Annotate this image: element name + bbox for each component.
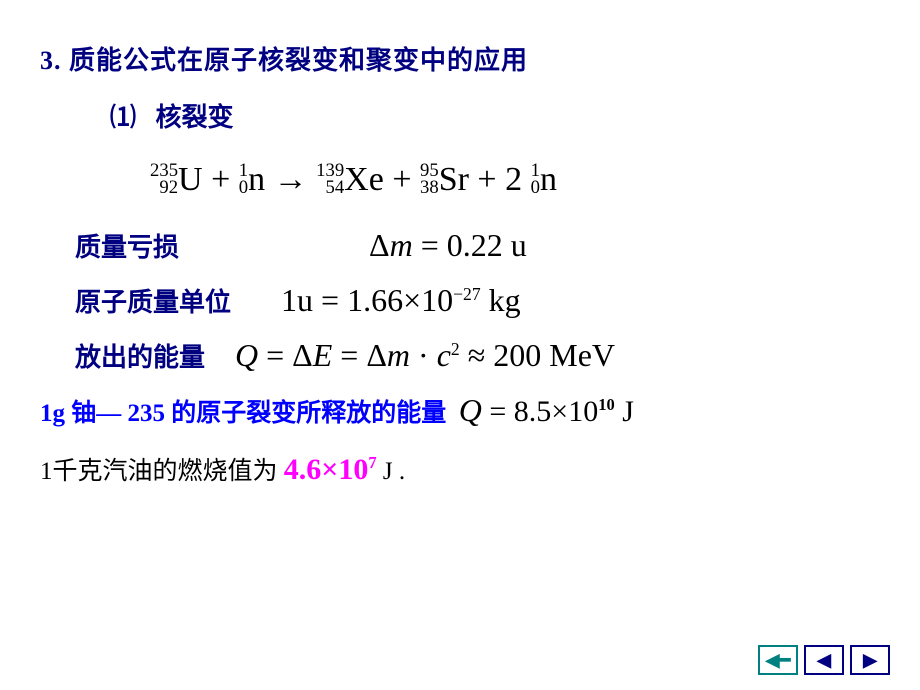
last-unit: J — [383, 458, 393, 485]
last-val: 4.6×10 — [284, 453, 369, 486]
amu-row: 原子质量单位 1u = 1.66×10−27 kg — [40, 282, 880, 319]
last-pre: 1千克汽油的燃烧值为 — [40, 458, 284, 485]
blue-element: 铀— 235 — [71, 400, 171, 427]
mass-defect-row: 质量亏损 Δm = 0.22 u — [40, 227, 880, 264]
section-num: ⑴ — [110, 103, 136, 132]
amu-val: 1.66×10 — [347, 282, 453, 318]
nav-prev-button[interactable]: ◀ — [804, 645, 844, 675]
mass-defect-eq: Δm = 0.22 u — [369, 227, 527, 264]
n2-z: 0 — [531, 180, 540, 197]
energy-row: 放出的能量 Q = ΔE = Δm · c2 ≈ 200 MeV — [40, 337, 880, 374]
amu-eq: 1u = 1.66×10−27 kg — [281, 282, 521, 319]
arrow: → — [274, 161, 308, 199]
section-header: ⑴ 核裂变 — [110, 97, 880, 134]
amu-label: 原子质量单位 — [75, 282, 231, 319]
m-sym: m — [387, 337, 410, 373]
n1-sym: n — [248, 161, 265, 199]
blue-exp: 10 — [598, 395, 615, 414]
energy-label: 放出的能量 — [75, 337, 205, 374]
amu-lhs: 1u — [281, 282, 313, 318]
gasoline-line: 1千克汽油的燃烧值为 4.6×107 J . — [40, 451, 880, 487]
blue-q: Q — [459, 392, 482, 428]
equals: = — [321, 282, 339, 318]
e-sym: E — [313, 337, 333, 373]
xe-z: 54 — [316, 180, 344, 197]
blue-txt: 的原子裂变所释放的能量 — [171, 400, 446, 427]
last-period: . — [393, 458, 406, 485]
blue-eq: = 8.5×10 — [482, 395, 598, 428]
uranium-line: 1g 铀— 235 的原子裂变所释放的能量 Q = 8.5×1010 J — [40, 392, 880, 429]
mass-defect-label: 质量亏损 — [75, 227, 179, 264]
plus: + — [211, 161, 230, 199]
c-sym: c — [437, 337, 451, 373]
mass-defect-val: 0.22 u — [447, 227, 527, 263]
amu-exp: −27 — [453, 284, 481, 304]
equals: = — [421, 227, 439, 263]
u-z: 92 — [150, 180, 178, 197]
nuclear-reaction: 23592U + 10n → 13954Xe + 9538Sr + 2 10n — [150, 159, 880, 199]
delta-m: Δm — [369, 227, 413, 263]
amu-unit: kg — [489, 282, 521, 318]
sq: 2 — [451, 339, 460, 359]
energy-eq: Q = ΔE = Δm · c2 ≈ 200 MeV — [235, 337, 615, 374]
mid2: = Δ — [332, 337, 387, 373]
nav-home-button[interactable]: ◀━ — [758, 645, 798, 675]
sr-z: 38 — [420, 180, 439, 197]
blue-pre: 1g — [40, 400, 71, 427]
dot: · — [410, 337, 437, 373]
blue-unit: J — [615, 395, 634, 428]
coef: 2 — [505, 161, 522, 199]
last-exp: 7 — [368, 453, 376, 472]
xe-sym: Xe — [344, 161, 384, 199]
nav-next-button[interactable]: ▶ — [850, 645, 890, 675]
nav-controls: ◀━ ◀ ▶ — [758, 645, 890, 675]
page-title: 3. 质能公式在原子核裂变和聚变中的应用 — [40, 40, 880, 77]
n2-sym: n — [540, 161, 557, 199]
q-sym: Q — [235, 337, 258, 373]
plus: + — [477, 161, 496, 199]
approx-val: ≈ 200 MeV — [460, 337, 615, 373]
n1-z: 0 — [239, 180, 248, 197]
sr-sym: Sr — [439, 161, 469, 199]
mid1: = Δ — [258, 337, 313, 373]
plus: + — [392, 161, 411, 199]
u-sym: U — [178, 161, 203, 199]
section-name: 核裂变 — [156, 103, 234, 132]
